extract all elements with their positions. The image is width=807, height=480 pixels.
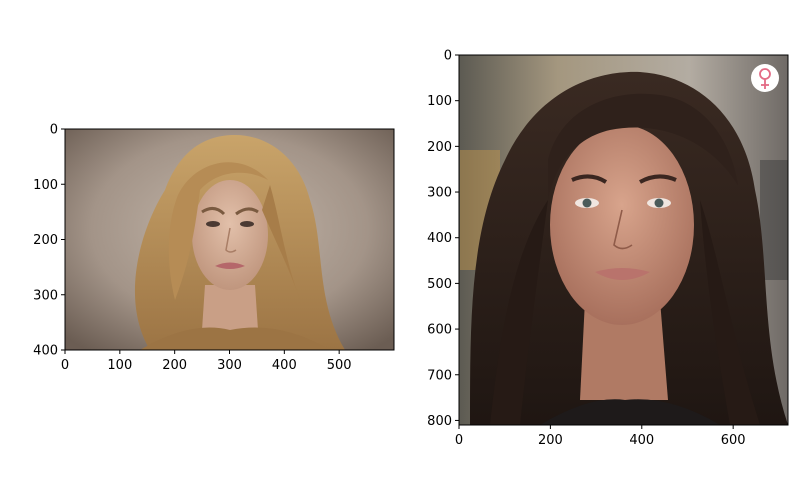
y-tick-label-left-3: 300 <box>33 288 58 303</box>
x-tick-label-right-3: 600 <box>721 433 746 448</box>
x-tick-label-left-3: 300 <box>217 358 242 373</box>
y-tick-label-right-5: 500 <box>427 277 452 292</box>
y-tick-label-left-4: 400 <box>33 344 58 359</box>
x-tick-label-left-5: 500 <box>327 358 352 373</box>
y-tick-label-right-6: 600 <box>427 323 452 338</box>
portrait-image-left <box>65 129 394 350</box>
image-panel-right: 0 200 400 600 0 100 200 300 400 500 600 700 800 <box>427 49 789 449</box>
y-tick-label-right-7: 700 <box>427 368 452 383</box>
y-tick-label-right-4: 400 <box>427 231 452 246</box>
y-tick-label-left-0: 0 <box>50 123 58 138</box>
axis-ticks-right: 0 200 400 600 0 100 200 300 400 500 600 700 800 <box>427 49 745 449</box>
venus-badge <box>751 64 779 92</box>
y-tick-label-right-3: 300 <box>427 186 452 201</box>
y-tick-label-right-1: 100 <box>427 94 452 109</box>
x-tick-label-right-0: 0 <box>455 433 463 448</box>
image-panel-left: 0 100 200 300 400 500 0 100 200 300 400 <box>33 123 395 374</box>
x-tick-label-left-1: 100 <box>107 358 132 373</box>
x-tick-label-left-2: 200 <box>162 358 187 373</box>
y-tick-label-left-1: 100 <box>33 178 58 193</box>
portrait-image-right <box>459 55 788 425</box>
axis-ticks-left: 0 100 200 300 400 500 0 100 200 300 400 <box>33 123 351 374</box>
x-tick-label-right-1: 200 <box>538 433 563 448</box>
x-tick-label-right-2: 400 <box>629 433 654 448</box>
axes-frame-right <box>458 54 789 426</box>
venus-icon <box>759 68 771 89</box>
y-tick-label-right-2: 200 <box>427 140 452 155</box>
y-tick-label-right-8: 800 <box>427 414 452 429</box>
y-tick-label-left-2: 200 <box>33 233 58 248</box>
x-tick-label-left-4: 400 <box>272 358 297 373</box>
x-tick-label-left-0: 0 <box>61 358 69 373</box>
y-tick-label-right-0: 0 <box>444 49 452 64</box>
